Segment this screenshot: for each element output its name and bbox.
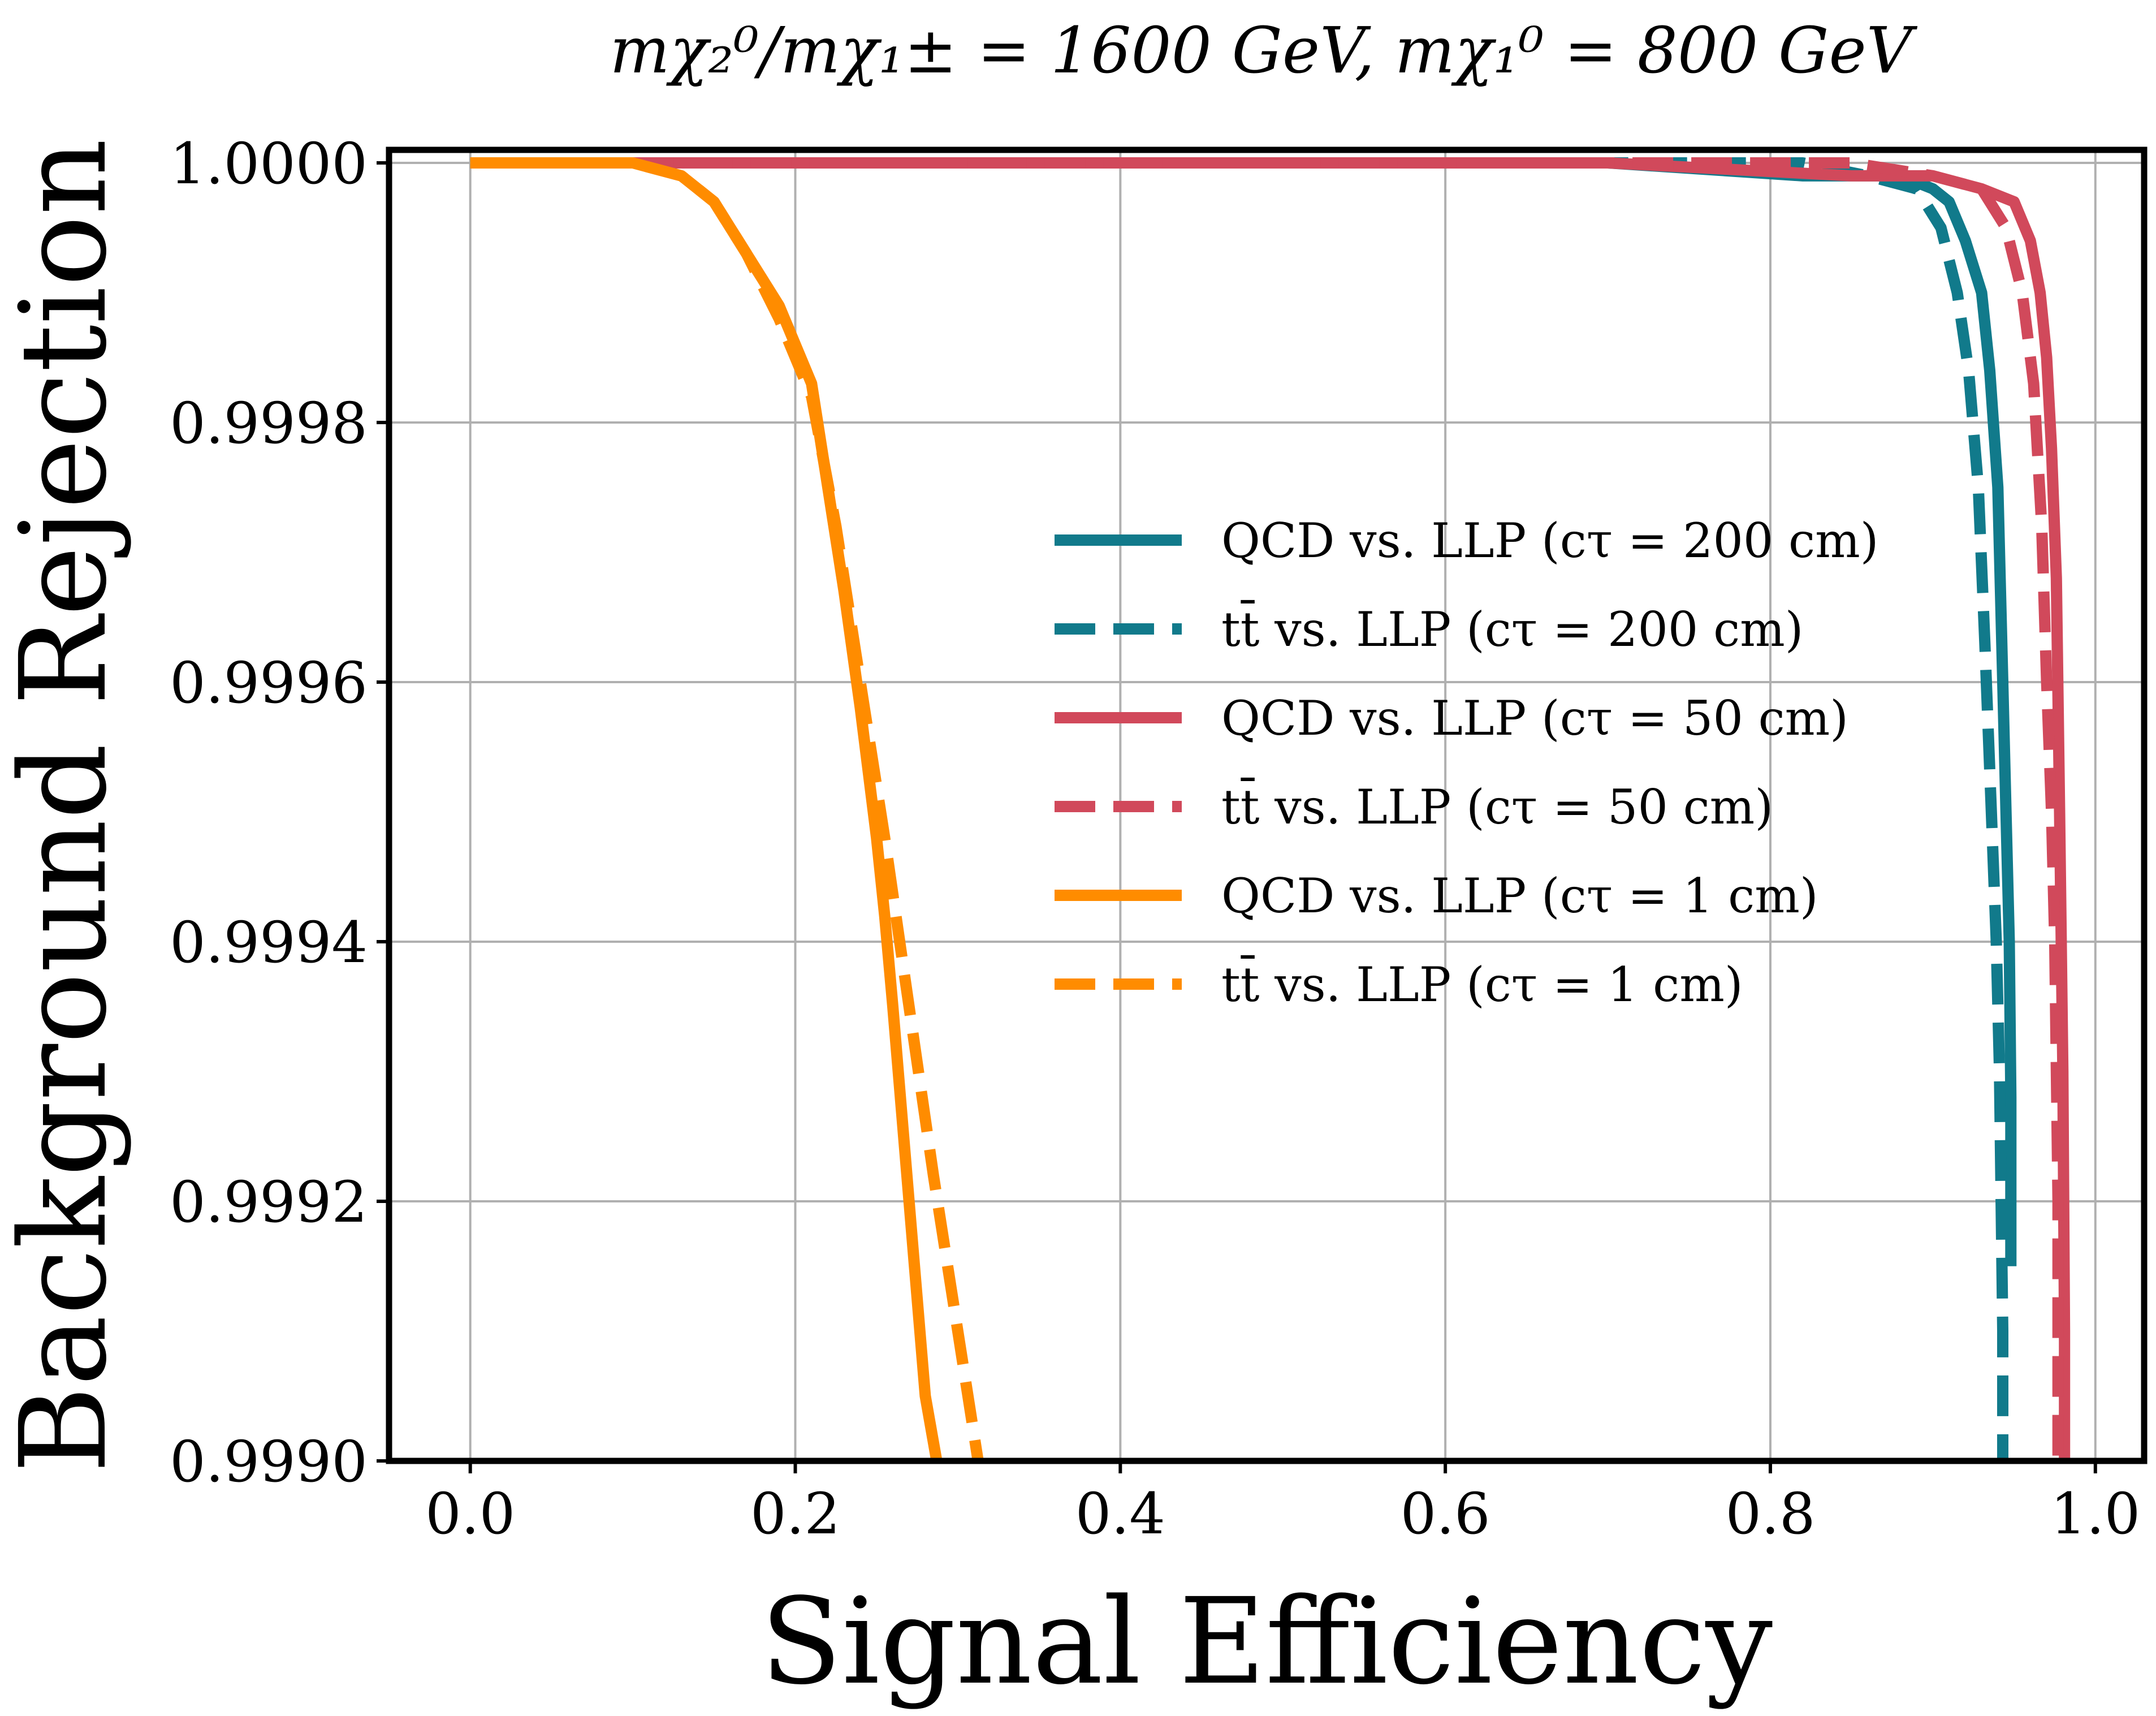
legend-label-2: tt̄ vs. LLP (cτ = 200 cm)	[1221, 600, 1804, 657]
x-tick-label: 0.0	[425, 1481, 515, 1547]
ticks: 0.0 0.2 0.4 0.6 0.8 1.0 0.9990 0.9992 0.9994 0.99…	[170, 131, 2140, 1547]
x-tick-label: 0.8	[1725, 1481, 1815, 1547]
legend-label-3: QCD vs. LLP (cτ = 50 cm)	[1221, 691, 1848, 746]
series-line-6	[470, 157, 984, 1461]
y-axis-title: Background Rejection	[0, 139, 133, 1473]
curves	[470, 157, 2071, 1461]
y-tick-label: 0.9990	[170, 1429, 368, 1495]
y-tick-label: 1.0000	[170, 131, 368, 197]
legend-label-1: QCD vs. LLP (cτ = 200 cm)	[1221, 513, 1879, 568]
series-line-3	[633, 157, 2071, 1461]
legend-label-4: tt̄ vs. LLP (cτ = 50 cm)	[1221, 777, 1773, 835]
x-tick-label: 0.6	[1401, 1481, 1490, 1547]
x-tick-label: 0.4	[1075, 1481, 1165, 1547]
chart-title: mχ₂⁰/mχ₁± = 1600 GeV, mχ₁⁰ = 800 GeV	[610, 14, 1917, 88]
series-line-4	[633, 157, 2064, 1461]
y-tick-label: 0.9996	[170, 650, 368, 716]
series-line-5	[470, 157, 943, 1461]
legend-label-5: QCD vs. LLP (cτ = 1 cm)	[1221, 868, 1818, 924]
y-tick-label: 0.9994	[170, 909, 368, 976]
x-tick-label: 1.0	[2050, 1481, 2140, 1547]
legend-label-6: tt̄ vs. LLP (cτ = 1 cm)	[1221, 955, 1743, 1012]
legend: QCD vs. LLP (cτ = 200 cm) tt̄ vs. LLP (cτ…	[1055, 513, 1879, 1012]
y-tick-label: 0.9998	[170, 390, 368, 456]
x-tick-label: 0.2	[750, 1481, 840, 1547]
plot-frame	[386, 146, 2148, 1464]
x-axis-title: Signal Efficiency	[761, 1572, 1773, 1711]
series-line-2	[470, 157, 2008, 1461]
y-tick-label: 0.9992	[170, 1169, 368, 1235]
